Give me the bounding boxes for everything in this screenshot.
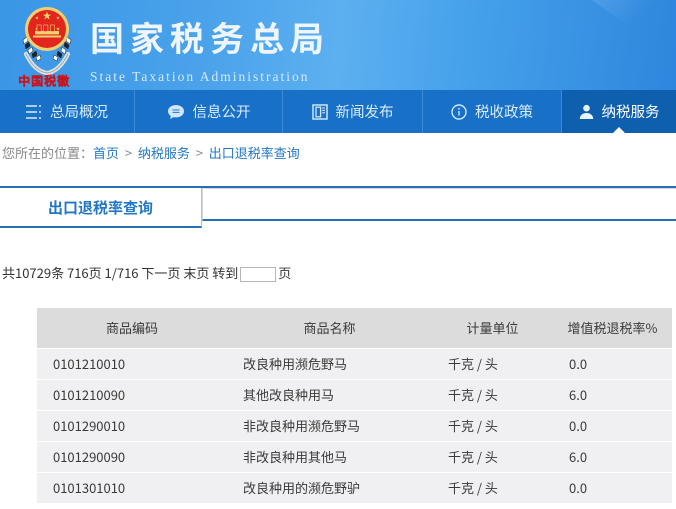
svg-text:★: ★ xyxy=(42,9,51,22)
svg-text:★: ★ xyxy=(56,15,60,21)
svg-text:★: ★ xyxy=(35,15,39,21)
